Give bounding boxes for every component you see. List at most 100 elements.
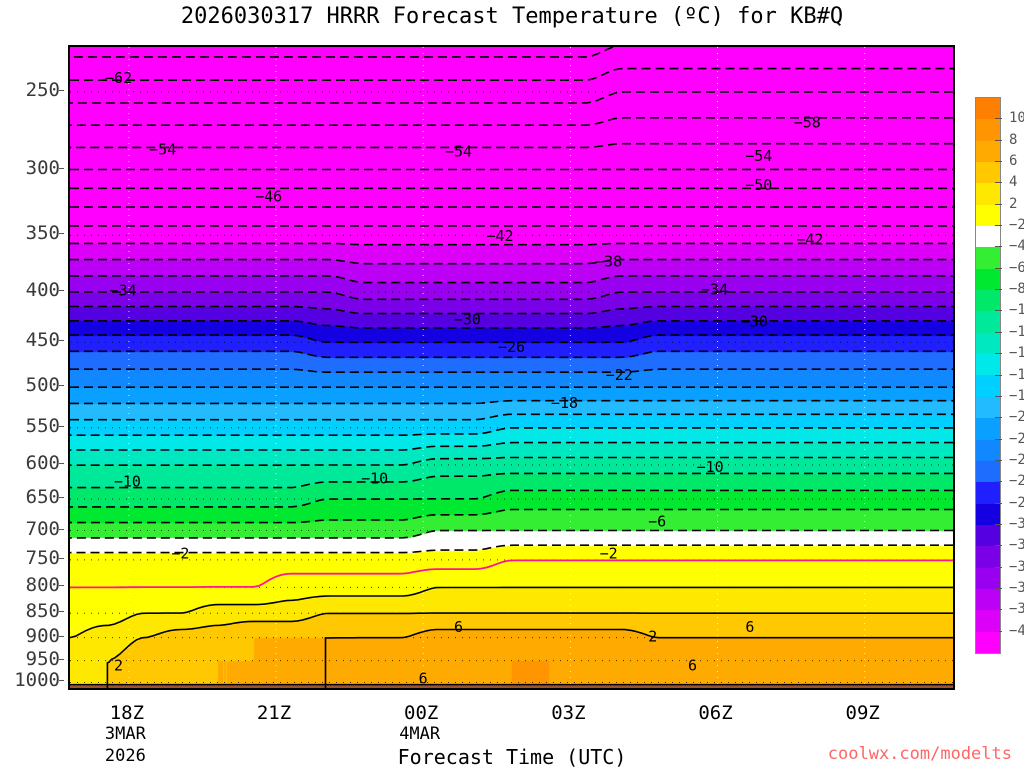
colorbar-tick-label: −22 [1009,431,1024,447]
contour-label-text: −18 [551,394,578,412]
contour-label-text: −46 [255,187,282,205]
y-axis-tick [59,90,64,91]
contour-label: 2 [646,628,659,646]
colorbar-tick-label: 10 [1009,110,1024,126]
contour-label: −22 [604,366,635,384]
colorbar-tick-label: −28 [1009,495,1024,511]
contour-label-text: −26 [498,338,525,356]
isotherm-contour [70,414,953,419]
contour-label: −30 [739,312,770,330]
contour-label: −62 [103,69,134,87]
contour-label-text: −10 [114,473,141,491]
colorbar-tick-mark [995,310,1002,311]
contour-label: −46 [253,187,284,205]
contour-label: −54 [743,147,774,165]
contour-label-text: −50 [745,176,772,194]
isotherm-contour [70,69,953,81]
colorbar-tick-label: 4 [1009,174,1017,190]
isotherm-contour [107,613,953,688]
contour-label-text: −34 [109,282,136,300]
contour-label-text: −62 [105,69,132,87]
colorbar-swatch [976,119,1000,140]
y-axis-tick [59,680,64,681]
isotherm-contour [70,510,953,523]
colorbar-tick-label: −36 [1009,580,1024,596]
colorbar-swatch [976,162,1000,183]
colorbar-tick-label: −20 [1009,409,1024,425]
colorbar-swatch [976,632,1000,653]
contour-field: −62−58−54−54−54−50−46−42−42−38−34−34−30−… [70,47,953,688]
contour-label: −38 [593,253,624,271]
contour-label: −42 [794,230,825,248]
colorbar-swatch [976,525,1000,546]
colorbar-swatch [976,205,1000,226]
contour-label-text: 2 [114,657,123,675]
colorbar-swatch [976,290,1000,311]
colorbar-ticks: 108642−2−4−6−8−10−12−14−16−18−20−22−24−2… [1003,97,1024,654]
colorbar-swatch [976,546,1000,567]
colorbar-tick-mark [995,204,1002,205]
contour-label-text: −30 [454,310,481,328]
colorbar-tick-mark [995,609,1002,610]
colorbar-tick-label: −32 [1009,537,1024,553]
colorbar-tick-mark [995,182,1002,183]
colorbar-tick-mark [995,503,1002,504]
colorbar-swatch [976,354,1000,375]
colorbar-swatch [976,311,1000,332]
colorbar-tick-label: −30 [1009,516,1024,532]
x-axis-label: 18Z [110,702,144,724]
contour-label-text: −42 [796,230,823,248]
isotherm-contour [70,260,953,264]
contour-label-text: −10 [697,458,724,476]
isotherm-contour [70,401,953,404]
contour-label: −10 [695,458,726,476]
isotherm-contour [70,545,953,552]
contour-label-text: 6 [454,618,463,636]
y-axis-tick [59,168,64,169]
y-axis-tick [59,636,64,637]
colorbar-tick-mark [995,118,1002,119]
contour-label-text: −2 [171,544,189,562]
colorbar-tick-label: −18 [1009,388,1024,404]
isotherm-contour [70,307,953,314]
colorbar-tick-mark [995,268,1002,269]
x-axis-label: 21Z [257,702,291,724]
colorbar-tick-label: 8 [1009,132,1017,148]
contour-label-text: −38 [595,253,622,271]
contour-label-text: −54 [149,141,176,159]
contour-label: −2 [598,544,620,562]
colorbar-tick-label: 6 [1009,153,1017,169]
colorbar-swatch [976,226,1000,247]
contour-label: −54 [147,141,178,159]
colorbar-tick-label: −8 [1009,281,1024,297]
colorbar-swatch [976,610,1000,631]
isotherm-contour [70,144,953,148]
contour-label: −50 [743,176,774,194]
y-axis-tick [59,290,64,291]
colorbar-swatch [976,504,1000,525]
colorbar-tick-mark [995,375,1002,376]
contour-label: −54 [443,142,474,160]
contour-label: −42 [485,227,516,245]
colorbar-tick-mark [995,417,1002,418]
colorbar-tick-mark [995,246,1002,247]
y-axis-tick [59,233,64,234]
isotherm-contour [70,369,953,372]
x-axis-label: 06Z [698,702,732,724]
y-axis-tick [59,340,64,341]
contour-label: −2 [169,544,191,562]
contour-label-text: −2 [600,544,618,562]
contour-label: −10 [112,473,143,491]
colorbar-swatch [976,98,1000,119]
x-axis-label: 03Z [551,702,585,724]
watermark: coolwx.com/modelts [828,744,1012,764]
colorbar-tick-mark [995,545,1002,546]
colorbar-tick-mark [995,225,1002,226]
y-axis-tick [59,558,64,559]
colorbar-tick-mark [995,332,1002,333]
colorbar-tick-label: −34 [1009,559,1024,575]
colorbar-tick-label: −4 [1009,238,1024,254]
colorbar-tick-mark [995,588,1002,589]
contour-label-text: 6 [745,618,754,636]
isotherm-contour [70,321,953,328]
